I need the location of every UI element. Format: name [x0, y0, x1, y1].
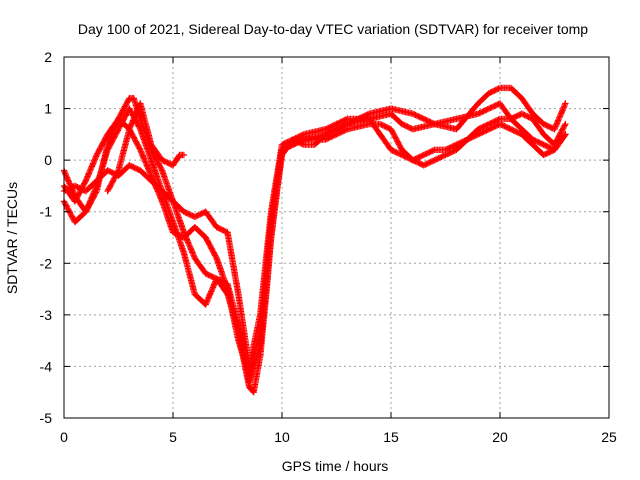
x-tick-label: 5	[169, 429, 177, 445]
y-tick-label: -1	[40, 204, 53, 220]
y-tick-label: 0	[44, 152, 52, 168]
x-tick-label: 20	[492, 429, 508, 445]
y-tick-label: -5	[40, 410, 53, 426]
data-point	[562, 100, 569, 107]
data-point	[115, 126, 122, 133]
data-points	[60, 84, 569, 396]
series-day-5	[104, 100, 188, 195]
y-tick-label: 2	[44, 49, 52, 65]
series-trace	[105, 101, 186, 193]
chart-title: Day 100 of 2021, Sidereal Day-to-day VTE…	[78, 21, 588, 37]
series-day-4	[60, 115, 569, 370]
data-point	[562, 120, 569, 128]
y-tick-label: -4	[40, 358, 53, 374]
axes: 0 5 10 15 20 25 -5 -4 -3 -2 -1 0 1 2	[40, 49, 617, 445]
y-tick-label: -2	[40, 255, 53, 271]
x-tick-label: 25	[601, 429, 617, 445]
plot-frame	[63, 56, 610, 419]
x-tick-label: 10	[274, 429, 290, 445]
y-tick-label: 1	[44, 101, 52, 117]
x-axis-label: GPS time / hours	[282, 458, 389, 474]
series-trace	[62, 115, 568, 369]
x-tick-label: 0	[60, 429, 68, 445]
y-axis-label: SDTVAR / TECUs	[4, 182, 20, 294]
data-point	[104, 187, 111, 195]
x-tick-label: 15	[383, 429, 399, 445]
y-tick-label: -3	[40, 307, 53, 323]
